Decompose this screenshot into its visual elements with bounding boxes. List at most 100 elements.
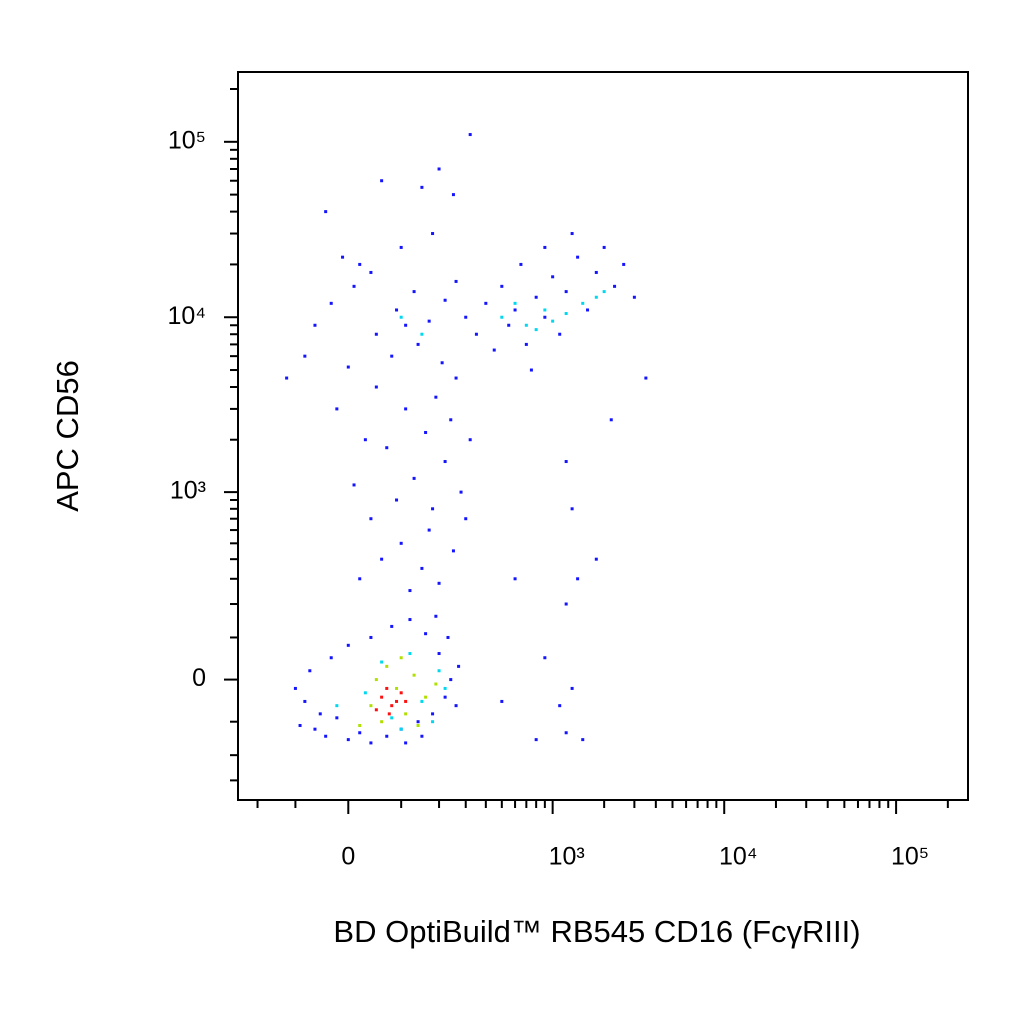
event-dot xyxy=(324,734,328,738)
event-dot xyxy=(602,290,606,294)
event-dot xyxy=(358,262,362,266)
event-dot xyxy=(358,577,362,581)
event-dot xyxy=(387,712,391,716)
event-dot xyxy=(399,315,403,319)
event-dot xyxy=(399,656,403,660)
event-dot xyxy=(369,517,373,521)
event-dot xyxy=(399,541,403,545)
event-dot xyxy=(454,376,458,380)
event-dot xyxy=(380,179,384,183)
event-dot xyxy=(459,490,463,494)
event-dot xyxy=(390,716,394,720)
event-dot xyxy=(576,577,580,581)
event-dot xyxy=(613,284,617,288)
event-dot xyxy=(390,354,394,358)
event-dot xyxy=(524,342,528,346)
y-tick-label: 10³ xyxy=(170,477,206,505)
event-dot xyxy=(474,332,478,336)
event-dot xyxy=(293,686,297,690)
event-dot xyxy=(385,446,389,450)
event-dot xyxy=(622,262,626,266)
event-dot xyxy=(408,618,412,622)
event-dot xyxy=(454,704,458,708)
event-dot xyxy=(484,301,488,305)
event-dot xyxy=(543,315,547,319)
x-tick-label: 0 xyxy=(341,843,355,871)
event-dot xyxy=(352,483,356,487)
event-dot xyxy=(404,699,408,703)
event-dot xyxy=(412,290,416,294)
event-dot xyxy=(329,301,333,305)
event-dot xyxy=(524,323,528,327)
event-dot xyxy=(308,669,312,673)
event-dot xyxy=(594,557,598,561)
event-dot xyxy=(500,315,504,319)
event-dot xyxy=(632,295,636,299)
event-dot xyxy=(454,279,458,283)
event-dot xyxy=(408,652,412,656)
event-dot xyxy=(374,385,378,389)
event-dot xyxy=(380,660,384,664)
event-dot xyxy=(369,704,373,708)
event-dot xyxy=(303,699,307,703)
event-dot xyxy=(390,704,394,708)
event-dot xyxy=(395,308,399,312)
event-dot xyxy=(395,699,399,703)
event-dot xyxy=(570,686,574,690)
event-dot xyxy=(564,312,568,316)
event-dot xyxy=(431,720,435,724)
event-dot xyxy=(451,549,455,553)
event-dot xyxy=(412,476,416,480)
event-dot xyxy=(534,738,538,742)
event-dot xyxy=(424,695,428,699)
x-tick-label: 10⁵ xyxy=(891,843,929,871)
event-dot xyxy=(363,691,367,695)
event-dot xyxy=(434,682,438,686)
event-dot xyxy=(399,245,403,249)
event-dot xyxy=(543,656,547,660)
event-dot xyxy=(335,704,339,708)
event-dot xyxy=(427,319,431,323)
event-dot xyxy=(416,723,420,727)
event-dot xyxy=(570,507,574,511)
event-dot xyxy=(443,460,447,464)
event-dot xyxy=(513,301,517,305)
event-dot xyxy=(324,210,328,214)
event-dot xyxy=(416,342,420,346)
event-dot xyxy=(404,323,408,327)
event-dot xyxy=(380,557,384,561)
event-dot xyxy=(369,270,373,274)
event-dot xyxy=(437,669,441,673)
event-dot xyxy=(408,589,412,593)
event-dot xyxy=(543,308,547,312)
event-dot xyxy=(358,723,362,727)
event-dot xyxy=(424,430,428,434)
event-dot xyxy=(385,686,389,690)
event-dot xyxy=(346,643,350,647)
y-tick-label: 0 xyxy=(192,664,206,692)
event-dot xyxy=(440,361,444,365)
event-dot xyxy=(313,323,317,327)
y-tick-label: 10⁵ xyxy=(168,126,206,154)
event-dot xyxy=(534,295,538,299)
y-tick-label: 10⁴ xyxy=(167,302,206,330)
event-dot xyxy=(404,741,408,745)
event-dot xyxy=(507,323,511,327)
event-dot xyxy=(529,368,533,372)
event-dot xyxy=(427,528,431,532)
event-dot xyxy=(395,498,399,502)
plot-frame xyxy=(237,71,969,801)
event-dot xyxy=(443,298,447,302)
event-dot xyxy=(313,727,317,731)
event-dot xyxy=(431,712,435,716)
event-dot xyxy=(468,438,472,442)
event-dot xyxy=(543,245,547,249)
x-axis-label: BD OptiBuild™ RB545 CD16 (FcγRIII) xyxy=(333,914,860,949)
event-dot xyxy=(644,376,648,380)
event-dot xyxy=(464,517,468,521)
event-dot xyxy=(570,232,574,236)
event-dot xyxy=(434,395,438,399)
event-dot xyxy=(374,708,378,712)
event-dot xyxy=(374,332,378,336)
event-dot xyxy=(412,673,416,677)
